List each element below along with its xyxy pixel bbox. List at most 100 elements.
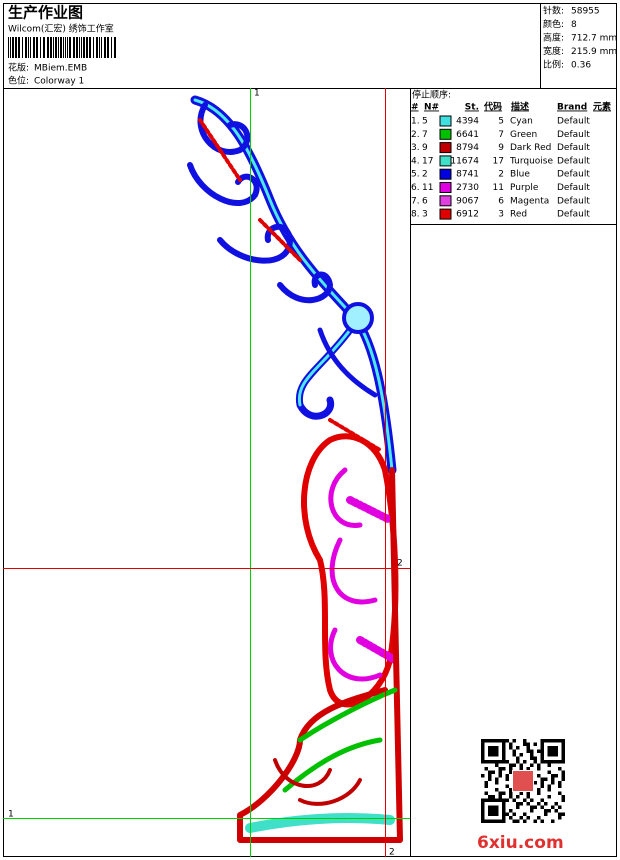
info-value: 0.36: [571, 61, 591, 71]
row-needle: 2: [422, 170, 428, 180]
qr-cell: [523, 819, 527, 823]
qr-cell: [544, 809, 548, 813]
qr-cell: [484, 819, 488, 823]
row-needle: 7: [422, 130, 428, 140]
qr-cell: [498, 819, 502, 823]
qr-cell: [547, 788, 551, 792]
qr-cell: [502, 749, 506, 753]
barcode-bar: [43, 37, 45, 58]
row-brand: Default: [557, 143, 590, 153]
qr-cell: [502, 791, 506, 795]
qr-cell: [558, 784, 562, 788]
qr-cell: [526, 795, 530, 799]
row-needle: 17: [422, 156, 433, 166]
qr-cell: [561, 749, 565, 753]
guide-label: 1: [8, 810, 14, 820]
title: 生产作业图: [8, 4, 83, 22]
row-stitches: 6912: [456, 210, 479, 220]
qr-cell: [540, 819, 544, 823]
row-stitches: 2730: [456, 183, 479, 193]
qr-cell: [561, 746, 565, 750]
qr-cell: [561, 777, 565, 781]
row-needle: 5: [422, 117, 428, 127]
barcode-bar: [99, 37, 100, 58]
qr-cell: [537, 788, 541, 792]
qr-cell: [526, 767, 530, 771]
qr-cell: [484, 784, 488, 788]
qr-cell: [523, 760, 527, 764]
qr-cell: [495, 760, 499, 764]
qr-cell: [533, 805, 537, 809]
qr-cell: [502, 760, 506, 764]
qr-cell: [551, 781, 555, 785]
qr-cell: [498, 774, 502, 778]
barcode-bar: [111, 37, 112, 58]
qr-cell: [512, 739, 516, 743]
qr-cell: [554, 749, 558, 753]
barcode-bar: [73, 37, 75, 58]
qr-cell: [509, 767, 513, 771]
qr-cell: [512, 819, 516, 823]
guide-label: 2: [397, 559, 403, 569]
qr-cell: [530, 798, 534, 802]
qr-cell: [561, 742, 565, 746]
qr-cell: [561, 753, 565, 757]
column-header: St.: [465, 103, 479, 113]
barcode-bar: [12, 37, 14, 58]
qr-cell: [502, 805, 506, 809]
qr-cell: [558, 791, 562, 795]
qr-cell: [537, 816, 541, 820]
row-desc: Magenta: [510, 196, 549, 206]
qr-cell: [530, 809, 534, 813]
qr-cell: [484, 798, 488, 802]
row-stitches: 11674: [450, 156, 479, 166]
qr-cell: [495, 746, 499, 750]
column-header: 描述: [511, 101, 529, 113]
qr-cell: [547, 809, 551, 813]
column-header: 元素: [593, 101, 611, 113]
qr-cell: [523, 812, 527, 816]
barcode-bar: [15, 37, 17, 58]
qr-cell: [544, 802, 548, 806]
row-code: 9: [498, 143, 504, 153]
column-header: N#: [424, 103, 439, 113]
qr-cell: [512, 763, 516, 767]
row-seq: 3.: [411, 143, 420, 153]
qr-cell: [540, 781, 544, 785]
guide-label: 2: [389, 848, 395, 858]
qr-cell: [561, 756, 565, 760]
barcode-bar: [101, 37, 102, 58]
color-swatch: [439, 208, 452, 220]
qr-cell: [488, 819, 492, 823]
qr-cell: [558, 760, 562, 764]
qr-cell: [530, 749, 534, 753]
qr-cell: [537, 774, 541, 778]
qr-cell: [512, 753, 516, 757]
qr-cell: [519, 816, 523, 820]
barcode-bar: [89, 37, 91, 58]
qr-cell: [481, 805, 485, 809]
qr-cell: [502, 767, 506, 771]
qr-cell: [481, 760, 485, 764]
qr-cell: [505, 774, 509, 778]
qr-cell: [540, 742, 544, 746]
qr-cell: [502, 746, 506, 750]
qr-cell: [481, 802, 485, 806]
info-label: 宽度:: [543, 45, 564, 57]
qr-cell: [498, 760, 502, 764]
qr-cell: [540, 739, 544, 743]
qr-cell: [502, 812, 506, 816]
qr-cell: [516, 756, 520, 760]
qr-cell: [484, 767, 488, 771]
row-desc: Green: [510, 130, 537, 140]
qr-cell: [540, 777, 544, 781]
qr-cell: [491, 795, 495, 799]
table-title: 停止顺序:: [412, 89, 451, 101]
info: 针数: 58955 颜色: 8 高度: 712.7 mm 宽度: 215.9 mm 比例: 0.3…: [543, 5, 617, 71]
qr-cell: [516, 819, 520, 823]
row-seq: 4.: [411, 156, 420, 166]
row-stitches: 6641: [456, 130, 479, 140]
qr-cell: [495, 749, 499, 753]
qr-cell: [561, 739, 565, 743]
row-desc: Dark Red: [510, 143, 551, 153]
